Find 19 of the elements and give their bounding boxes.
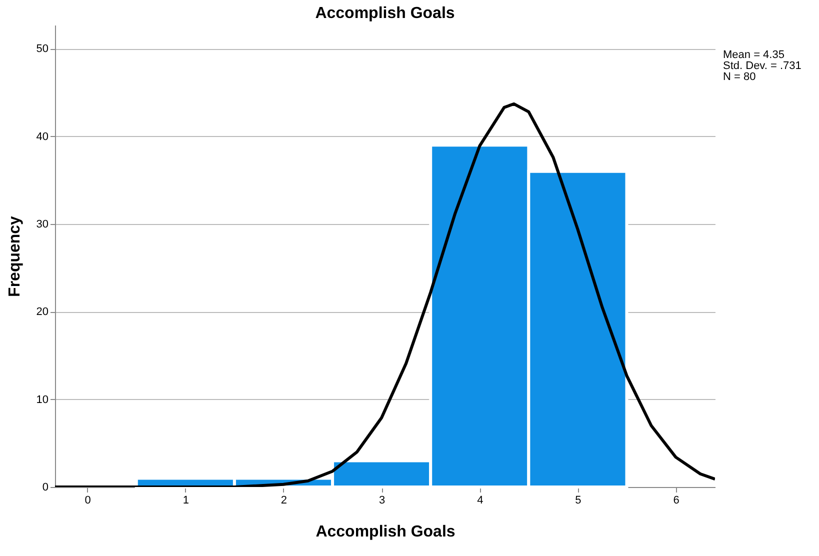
y-axis-title: Frequency bbox=[6, 216, 24, 297]
chart-title: Accomplish Goals bbox=[315, 5, 455, 22]
text: Std. Dev. = .731 bbox=[723, 60, 802, 72]
y-tick-label: 0 bbox=[42, 482, 48, 494]
text: N = 80 bbox=[723, 71, 756, 83]
y-tick-label: 30 bbox=[36, 218, 48, 230]
x-tick-label: 2 bbox=[280, 494, 288, 506]
text: Mean = 4.35 bbox=[723, 49, 784, 61]
y-tick-label: 40 bbox=[36, 130, 48, 143]
x-tick-label: 5 bbox=[575, 494, 582, 506]
x-tick-label: 1 bbox=[182, 494, 189, 506]
y-tick-label: 50 bbox=[36, 43, 48, 56]
x-tick-label: 3 bbox=[379, 494, 386, 506]
x-axis-title: Accomplish Goals bbox=[316, 524, 456, 540]
x-tick-label: 4 bbox=[477, 494, 484, 506]
y-tick-label: 10 bbox=[36, 394, 48, 406]
x-tick-label: 6 bbox=[673, 494, 680, 506]
x-tick-label: 0 bbox=[84, 494, 91, 506]
y-tick-label: 20 bbox=[36, 306, 48, 318]
